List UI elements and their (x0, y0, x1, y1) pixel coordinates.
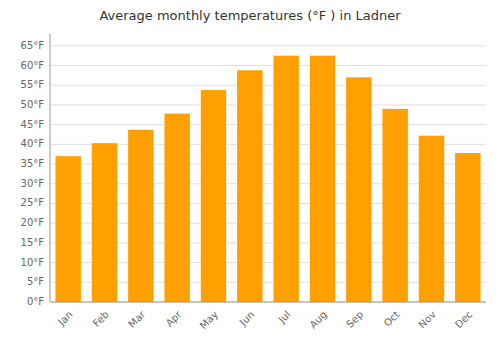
y-tick-label: 55°F (21, 79, 45, 90)
y-tick-label: 0°F (27, 296, 44, 307)
y-tick-label: 50°F (21, 99, 45, 110)
x-tick-label: May (198, 309, 220, 331)
bar (310, 56, 335, 302)
y-tick-label: 10°F (21, 257, 45, 268)
x-tick-label: Feb (91, 309, 111, 329)
y-tick-label: 60°F (21, 60, 45, 71)
page: {"chart_data": {"type": "bar", "title": … (0, 0, 500, 350)
x-tick-label: Sep (344, 309, 365, 330)
bars (55, 56, 480, 302)
y-tick-label: 35°F (21, 158, 45, 169)
x-tick-label: Dec (453, 309, 474, 330)
x-tick-label: Aug (307, 309, 329, 331)
bar (419, 136, 444, 302)
y-tick-label: 40°F (21, 138, 45, 149)
bar (92, 143, 117, 302)
y-tick-label: 45°F (21, 119, 45, 130)
x-tick-label: Mar (126, 308, 148, 330)
chart: 0°F 5°F 10°F 15°F 20°F 25°F 30°F 35°F 40°F 45°F 50… (0, 0, 500, 350)
bar (164, 114, 189, 302)
x-axis: Jan Feb Mar Apr May Jun Jul Aug Sep Oct Nov Dec (55, 308, 474, 331)
y-tick-label: 65°F (21, 40, 45, 51)
x-axis-line (50, 302, 486, 303)
x-tick-label: Jul (276, 309, 293, 326)
grid-line (50, 302, 486, 303)
bar (55, 156, 80, 302)
grid-line (50, 124, 486, 125)
y-tick-label: 5°F (27, 276, 44, 287)
y-axis-line (50, 34, 51, 302)
bar (201, 90, 226, 302)
title: Average monthly temperatures (°F ) in La… (99, 8, 401, 23)
x-tick-label: Jun (237, 309, 257, 329)
bar (382, 109, 407, 302)
bar (237, 70, 262, 302)
bar (455, 153, 480, 302)
grid-line (50, 104, 486, 105)
bar (273, 56, 298, 302)
x-tick-label: Apr (164, 308, 185, 329)
grid-line (50, 85, 486, 86)
x-tick-label: Nov (416, 309, 438, 331)
y-axis: 0°F 5°F 10°F 15°F 20°F 25°F 30°F 35°F 40°F 45°F 50… (21, 40, 486, 307)
y-tick-label: 25°F (21, 197, 45, 208)
y-tick-label: 30°F (21, 178, 45, 189)
y-tick-label: 15°F (21, 237, 45, 248)
bar (128, 130, 153, 302)
grid-line (50, 45, 486, 46)
y-tick-label: 20°F (21, 217, 45, 228)
x-tick-label: Jan (55, 309, 74, 328)
bar (346, 77, 371, 302)
x-tick-label: Oct (382, 309, 402, 329)
grid-line (50, 65, 486, 66)
